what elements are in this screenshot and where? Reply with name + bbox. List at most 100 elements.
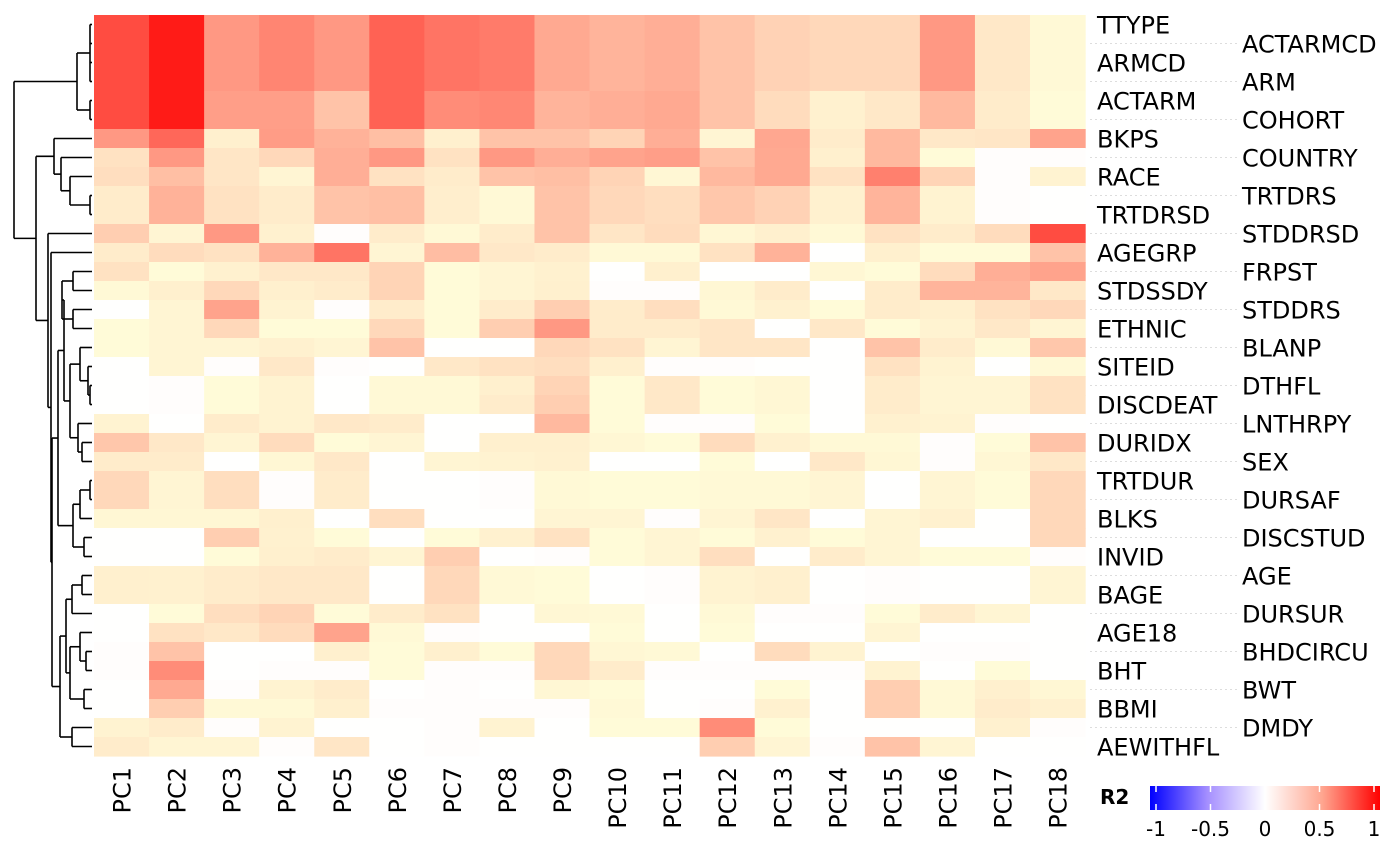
heatmap-cell [204, 680, 260, 700]
heatmap-cell [864, 585, 921, 605]
heatmap-cell [809, 281, 866, 301]
heatmap-cell [644, 129, 701, 149]
heatmap-cell [699, 72, 756, 92]
heatmap-cell [974, 661, 1031, 681]
heatmap-cell [919, 262, 976, 282]
heatmap-cell [1030, 395, 1086, 415]
heatmap-cell [534, 300, 591, 320]
heatmap-cell [699, 642, 756, 662]
row-label: AGE [1242, 563, 1292, 591]
heatmap-cell [644, 72, 701, 92]
heatmap-cell [974, 452, 1031, 472]
heatmap-cell [534, 642, 591, 662]
row-label: BBMI [1097, 696, 1158, 724]
heatmap-cell [699, 509, 756, 529]
heatmap-cell [699, 604, 756, 624]
heatmap-cell [589, 205, 646, 225]
heatmap-cell [864, 186, 921, 206]
heatmap-cell [864, 281, 921, 301]
heatmap-cell [314, 623, 370, 643]
heatmap-cell [204, 737, 260, 757]
heatmap-cell [864, 661, 921, 681]
heatmap-cell [534, 395, 591, 415]
heatmap-cell [149, 34, 205, 54]
row-label: TRTDUR [1096, 468, 1194, 496]
row-label: DTHFL [1242, 373, 1321, 401]
heatmap-cell [919, 566, 976, 586]
heatmap-cell [754, 338, 811, 358]
heatmap-cell [204, 205, 260, 225]
heatmap-cell [1030, 490, 1086, 510]
heatmap-cell [974, 148, 1031, 168]
heatmap-cell [919, 319, 976, 339]
heatmap-cell [314, 186, 370, 206]
row-label: TTYPE [1096, 12, 1170, 40]
heatmap-cell [1030, 414, 1086, 434]
heatmap-cell [369, 15, 425, 35]
heatmap-cell [369, 357, 425, 377]
heatmap-cell [974, 718, 1031, 738]
heatmap-cell [314, 91, 370, 111]
heatmap-cell [919, 642, 976, 662]
heatmap-cell [699, 680, 756, 700]
heatmap-cell [809, 661, 866, 681]
heatmap-cell [369, 604, 425, 624]
heatmap-cell [589, 148, 646, 168]
heatmap-cell [149, 338, 205, 358]
heatmap-cell [644, 205, 701, 225]
heatmap-cell [534, 167, 591, 187]
heatmap-cell [149, 604, 205, 624]
heatmap-cell [974, 414, 1031, 434]
heatmap-cell [589, 300, 646, 320]
heatmap-cell [204, 642, 260, 662]
heatmap-cell [424, 680, 481, 700]
heatmap-cell [589, 718, 646, 738]
heatmap-cell [479, 148, 536, 168]
heatmap-cell [699, 547, 756, 567]
heatmap-cell [974, 395, 1031, 415]
heatmap-cell [589, 509, 646, 529]
heatmap-cell [94, 376, 150, 396]
heatmap-cell [94, 186, 150, 206]
heatmap-cell [479, 642, 536, 662]
heatmap-cell [259, 300, 315, 320]
heatmap-cell [259, 566, 315, 586]
heatmap-cell [259, 623, 315, 643]
heatmap-cell [919, 585, 976, 605]
heatmap-cell [534, 186, 591, 206]
heatmap-cell [919, 376, 976, 396]
heatmap-cell [919, 300, 976, 320]
heatmap-cell [864, 623, 921, 643]
heatmap-cell [94, 262, 150, 282]
heatmap-cell [1030, 243, 1086, 263]
heatmap-cell [149, 186, 205, 206]
heatmap-cell [259, 737, 315, 757]
heatmap-cell [974, 53, 1031, 73]
heatmap-cell [1030, 15, 1086, 35]
heatmap-cell [974, 110, 1031, 130]
heatmap-cell [424, 129, 481, 149]
heatmap-cell [589, 604, 646, 624]
heatmap-cell [754, 661, 811, 681]
heatmap-cell [204, 547, 260, 567]
heatmap-cell [259, 699, 315, 719]
heatmap-cell [919, 53, 976, 73]
heatmap-cell [644, 110, 701, 130]
heatmap-cell [644, 737, 701, 757]
heatmap-cell [699, 376, 756, 396]
heatmap-cell [1030, 129, 1086, 149]
column-label: PC7 [439, 767, 467, 814]
heatmap-cell [644, 186, 701, 206]
heatmap-cell [589, 72, 646, 92]
heatmap-cell [644, 471, 701, 491]
heatmap-cell [974, 15, 1031, 35]
row-dendrogram [13, 23, 92, 748]
heatmap-cell [534, 72, 591, 92]
heatmap-cell [204, 262, 260, 282]
heatmap-cell [479, 53, 536, 73]
heatmap-cell [479, 528, 536, 548]
heatmap-cell [149, 585, 205, 605]
heatmap-cell [259, 680, 315, 700]
heatmap-cell [589, 129, 646, 149]
heatmap-cell [699, 281, 756, 301]
